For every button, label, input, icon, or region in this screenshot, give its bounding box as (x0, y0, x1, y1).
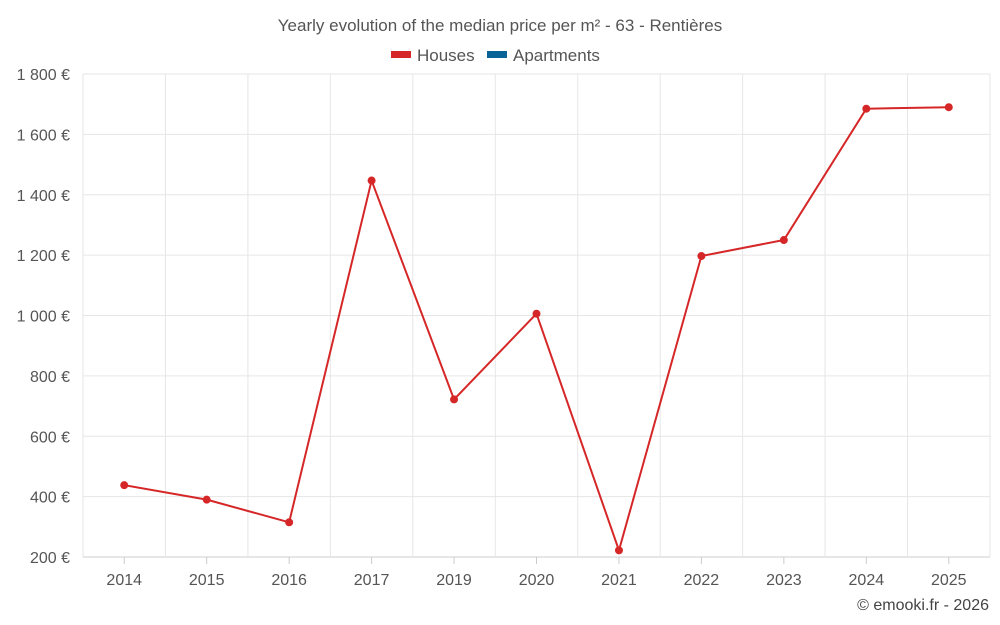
y-tick-label: 200 € (30, 550, 70, 567)
x-tick-label: 2019 (436, 572, 472, 589)
x-tick-label: 2023 (766, 572, 802, 589)
data-point[interactable] (450, 395, 459, 404)
data-point[interactable] (779, 236, 788, 245)
y-tick-label: 1 800 € (17, 67, 70, 84)
data-point[interactable] (532, 309, 541, 318)
data-point[interactable] (614, 546, 623, 555)
y-tick-label: 400 € (30, 490, 70, 507)
legend-label-houses[interactable]: Houses (417, 46, 475, 65)
x-tick-label: 2024 (849, 572, 885, 589)
x-axis-labels: 2014 2015 2016 2017 2019 2020 2021 2022 2023 2024… (106, 557, 967, 589)
y-tick-label: 1 200 € (17, 248, 70, 265)
legend: Houses Apartments (391, 46, 600, 65)
data-point[interactable] (697, 252, 706, 261)
legend-swatch-apartments (487, 51, 507, 58)
y-tick-label: 1 400 € (17, 188, 70, 205)
x-tick-label: 2017 (354, 572, 390, 589)
legend-swatch-houses (391, 51, 411, 58)
x-tick-label: 2022 (684, 572, 720, 589)
legend-label-apartments[interactable]: Apartments (513, 46, 600, 65)
chart-title: Yearly evolution of the median price per… (278, 16, 722, 35)
y-axis-labels: 200 € 400 € 600 € 800 € 1 000 € 1 200 € 1 400 … (17, 67, 70, 567)
series-houses (120, 103, 953, 555)
x-tick-label: 2016 (271, 572, 307, 589)
data-point[interactable] (285, 518, 294, 527)
y-tick-label: 1 000 € (17, 309, 70, 326)
data-point[interactable] (202, 495, 211, 504)
y-tick-label: 600 € (30, 429, 70, 446)
x-tick-label: 2021 (601, 572, 637, 589)
data-point[interactable] (944, 103, 953, 112)
data-point[interactable] (367, 176, 376, 185)
x-tick-label: 2014 (106, 572, 142, 589)
credit-text: © emooki.fr - 2026 (857, 597, 989, 614)
x-tick-label: 2025 (931, 572, 967, 589)
x-tick-label: 2015 (189, 572, 225, 589)
y-tick-label: 1 600 € (17, 127, 70, 144)
x-tick-label: 2020 (519, 572, 555, 589)
data-point[interactable] (862, 104, 871, 113)
data-point[interactable] (120, 481, 129, 490)
y-tick-label: 800 € (30, 369, 70, 386)
